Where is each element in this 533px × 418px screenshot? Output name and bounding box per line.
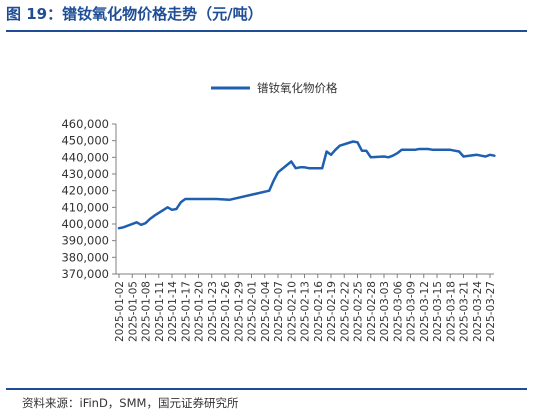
x-tick-label: 2025-01-08 xyxy=(141,281,153,342)
x-tick-label: 2025-01-20 xyxy=(194,281,206,342)
x-axis: 2025-01-02 2025-01-05 2025-01-08 2025-01-11… xyxy=(114,273,497,342)
x-tick-label: 2025-01-02 xyxy=(114,281,126,342)
x-tick-label: 2025-02-01 xyxy=(247,281,259,342)
x-tick-label: 2025-03-09 xyxy=(406,281,418,342)
x-tick-label: 2025-03-18 xyxy=(445,281,457,342)
figure-title: 图 19：镨钕氧化物价格走势（元/吨） xyxy=(6,5,263,23)
x-tick-label: 2025-03-03 xyxy=(379,281,391,342)
y-axis: 370,000 380,000 390,000 400,000 410,000 420,0… xyxy=(61,117,117,281)
x-tick-label: 2025-01-26 xyxy=(220,281,232,342)
x-tick-label: 2025-02-19 xyxy=(326,281,338,342)
x-tick-label: 2025-02-28 xyxy=(366,281,378,342)
plot-area xyxy=(117,140,496,230)
legend-label: 镨钕氧化物价格 xyxy=(257,81,338,95)
x-tick-label: 2025-03-24 xyxy=(472,281,484,342)
y-tick-label: 410,000 xyxy=(61,200,109,214)
y-tick-label: 380,000 xyxy=(61,250,109,264)
x-tick-label: 2025-01-05 xyxy=(127,281,139,342)
x-tick-label: 2025-02-25 xyxy=(353,281,365,342)
x-tick-label: 2025-02-10 xyxy=(286,281,298,342)
x-tick-label: 2025-01-23 xyxy=(207,281,219,342)
source-rule xyxy=(6,388,527,390)
x-tick-label: 2025-02-07 xyxy=(273,281,285,342)
x-tick-label: 2025-02-22 xyxy=(339,281,351,342)
y-tick-label: 450,000 xyxy=(61,134,109,148)
x-tick-label: 2025-01-17 xyxy=(180,281,192,342)
x-tick-label: 2025-03-27 xyxy=(485,281,497,342)
x-tick-label: 2025-01-14 xyxy=(167,281,179,342)
title-rule xyxy=(6,30,527,32)
x-tick-label: 2025-01-29 xyxy=(233,281,245,342)
y-tick-label: 440,000 xyxy=(61,150,109,164)
x-tick-label: 2025-03-15 xyxy=(432,281,444,342)
y-tick-label: 400,000 xyxy=(61,217,109,231)
x-tick-label: 2025-02-13 xyxy=(300,281,312,342)
y-tick-label: 390,000 xyxy=(61,234,109,248)
y-tick-label: 430,000 xyxy=(61,167,109,181)
x-tick-label: 2025-01-11 xyxy=(154,281,166,342)
x-tick-label: 2025-03-06 xyxy=(392,281,404,342)
x-tick-label: 2025-03-21 xyxy=(459,281,471,342)
x-tick-label: 2025-02-04 xyxy=(260,281,272,342)
chart-legend: 镨钕氧化物价格 xyxy=(211,81,338,95)
x-tick-label: 2025-02-16 xyxy=(313,281,325,342)
y-tick-label: 460,000 xyxy=(61,117,109,131)
source-note: 资料来源：iFinD，SMM，国元证券研究所 xyxy=(22,396,239,410)
y-tick-label: 370,000 xyxy=(61,267,109,281)
x-tick-label: 2025-03-12 xyxy=(419,281,431,342)
series-line xyxy=(117,140,496,230)
y-tick-label: 420,000 xyxy=(61,184,109,198)
